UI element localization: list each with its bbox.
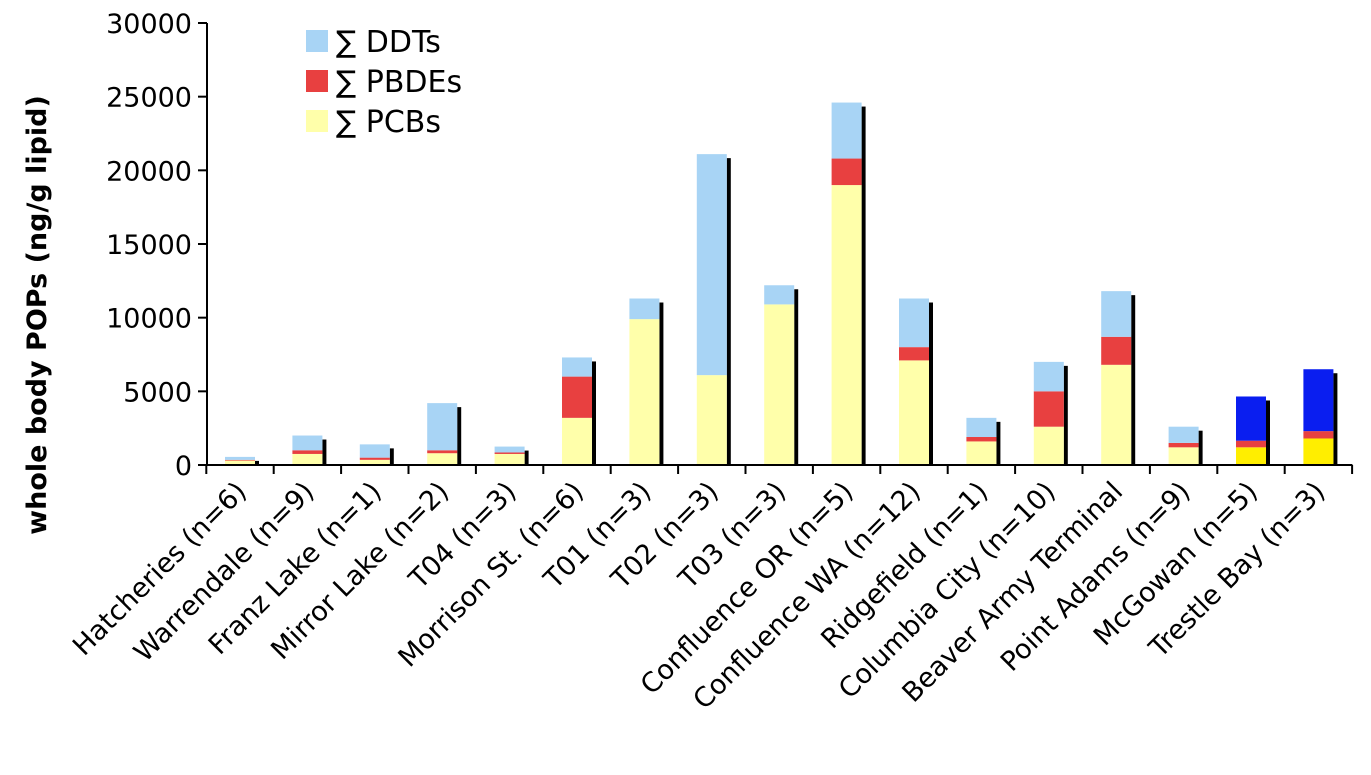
bar-segment (1101, 291, 1132, 337)
bar-segment (1033, 361, 1064, 392)
bar-shadow (1063, 365, 1068, 465)
bar-shadow (1198, 430, 1203, 465)
bar-segment (696, 154, 727, 376)
bar-segment (966, 437, 997, 442)
legend-swatch (306, 110, 328, 132)
bar-segment (225, 459, 255, 461)
bar-segment (1303, 438, 1334, 465)
bar-segment (494, 453, 525, 465)
bar-segment (629, 319, 660, 465)
y-tick-label: 5000 (123, 377, 192, 408)
bar-segment (1236, 440, 1266, 448)
bar-shadow (1266, 400, 1270, 465)
bar-segment (831, 102, 862, 159)
legend-swatch (306, 30, 328, 52)
y-tick-label: 25000 (106, 83, 192, 114)
bar-segment (1168, 442, 1199, 448)
bar-segment (899, 347, 929, 361)
legend-swatch (306, 70, 328, 92)
bar-segment (359, 444, 390, 458)
bar-segment (292, 435, 323, 451)
bar-shadow (322, 439, 327, 465)
bar-shadow (996, 421, 1001, 465)
bar-segment (1101, 336, 1132, 365)
bar-segment (764, 304, 795, 465)
bar-segment (427, 453, 458, 465)
legend-label: ∑ DDTs (336, 25, 441, 60)
bar-segment (292, 453, 323, 465)
bar-segment (899, 360, 929, 465)
bar-segment (1101, 364, 1132, 465)
bar-segment (966, 417, 997, 438)
bar-segment (1033, 391, 1064, 427)
bar-segment (494, 452, 525, 454)
y-tick-label: 20000 (106, 156, 192, 187)
legend-label: ∑ PBDEs (336, 65, 462, 100)
bar-shadow (457, 407, 462, 465)
bar-segment (1303, 369, 1334, 432)
bar-shadow (592, 361, 596, 465)
bar-shadow (1131, 295, 1136, 465)
bar-segment (494, 446, 525, 453)
bar-segment (831, 158, 862, 186)
bar-segment (225, 456, 255, 460)
legend: ∑ DDTs ∑ PBDEs ∑ PCBs (306, 25, 462, 140)
bar-shadow (726, 158, 731, 466)
bar-segment (562, 357, 592, 377)
bar-segment (359, 457, 390, 460)
bar-segment (1303, 431, 1334, 439)
y-tick-label: 0 (175, 451, 192, 482)
bar-shadow (861, 106, 866, 465)
bar-shadow (929, 302, 933, 465)
bars-layer (225, 102, 1338, 466)
bar-segment (831, 185, 862, 466)
bar-shadow (389, 448, 394, 465)
bar-shadow (255, 460, 259, 465)
bar-segment (427, 450, 458, 454)
bar-segment (899, 298, 929, 348)
bar-segment (1033, 426, 1064, 465)
y-tick-label: 10000 (106, 304, 192, 335)
bar-shadow (794, 289, 799, 465)
legend-label: ∑ PCBs (336, 105, 441, 140)
bar-segment (1168, 447, 1199, 465)
bar-segment (225, 460, 255, 465)
bar-shadow (524, 450, 529, 465)
y-tick-label: 30000 (106, 9, 192, 40)
bar-segment (359, 459, 390, 465)
bar-segment (1236, 447, 1266, 465)
y-axis-label: whole body POPs (ng/g lipid) (22, 95, 53, 535)
bar-segment (427, 403, 458, 451)
bar-segment (1236, 396, 1266, 441)
bar-segment (966, 441, 997, 465)
bar-segment (562, 417, 592, 465)
bar-segment (292, 450, 323, 454)
bar-shadow (1333, 373, 1338, 465)
bar-segment (764, 285, 795, 305)
y-tick-label: 15000 (106, 230, 192, 261)
bar-shadow (659, 302, 664, 465)
bar-segment (629, 298, 660, 320)
bar-segment (1168, 426, 1199, 443)
bar-segment (562, 376, 592, 418)
bar-segment (696, 375, 727, 465)
